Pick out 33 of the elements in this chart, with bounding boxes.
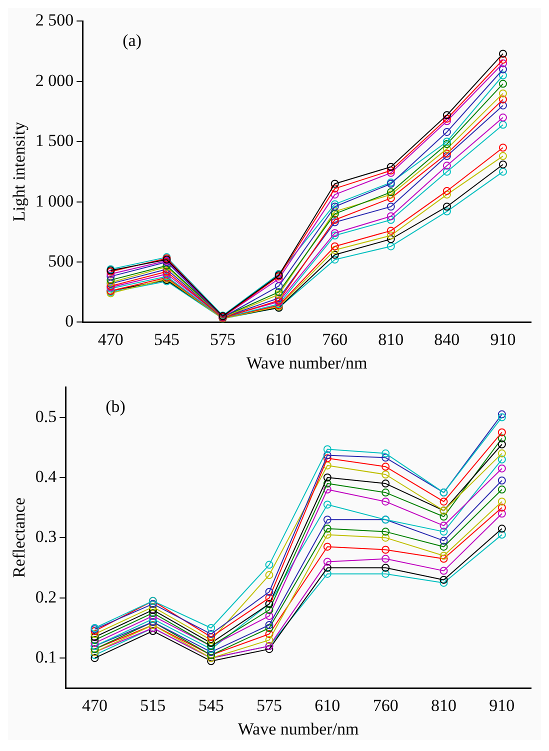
y-tick-label: 0.2 <box>35 587 57 606</box>
x-tick-label: 910 <box>490 330 516 349</box>
x-tick-label: 545 <box>154 330 180 349</box>
x-tick-label: 810 <box>430 696 456 715</box>
x-axis-title: Wave number/nm <box>238 719 359 738</box>
y-tick-label: 1 000 <box>35 191 74 210</box>
x-tick-label: 470 <box>82 696 108 715</box>
y-tick-label: 0.4 <box>35 466 58 486</box>
y-tick-label: 2 000 <box>35 70 74 90</box>
x-tick-label: 760 <box>372 696 398 715</box>
y-tick-label: 1 500 <box>35 131 74 150</box>
x-tick-label: 760 <box>322 330 348 349</box>
y-axis-title: Light intensity <box>10 121 29 222</box>
x-tick-label: 575 <box>210 330 236 349</box>
x-tick-label: 610 <box>266 330 292 349</box>
y-tick-label: 0.5 <box>35 406 57 426</box>
y-tick-label: 500 <box>48 251 74 270</box>
annotation: (b) <box>106 397 126 416</box>
x-tick-label: 610 <box>314 696 340 715</box>
x-axis-title: Wave number/nm <box>246 353 368 372</box>
y-axis-title: Reflectance <box>10 498 29 578</box>
x-tick-label: 575 <box>256 696 282 715</box>
x-tick-label: 810 <box>378 330 404 349</box>
x-tick-label: 470 <box>98 330 124 349</box>
annotation: (a) <box>122 31 142 50</box>
y-tick-label: 2 500 <box>35 10 74 30</box>
y-tick-label: 0 <box>65 312 74 331</box>
x-tick-label: 840 <box>434 330 460 349</box>
y-tick-label: 0.3 <box>35 527 57 546</box>
y-tick-label: 0.1 <box>35 648 57 667</box>
x-tick-label: 545 <box>198 696 224 715</box>
x-tick-label: 910 <box>489 696 515 715</box>
x-tick-label: 515 <box>140 696 166 715</box>
